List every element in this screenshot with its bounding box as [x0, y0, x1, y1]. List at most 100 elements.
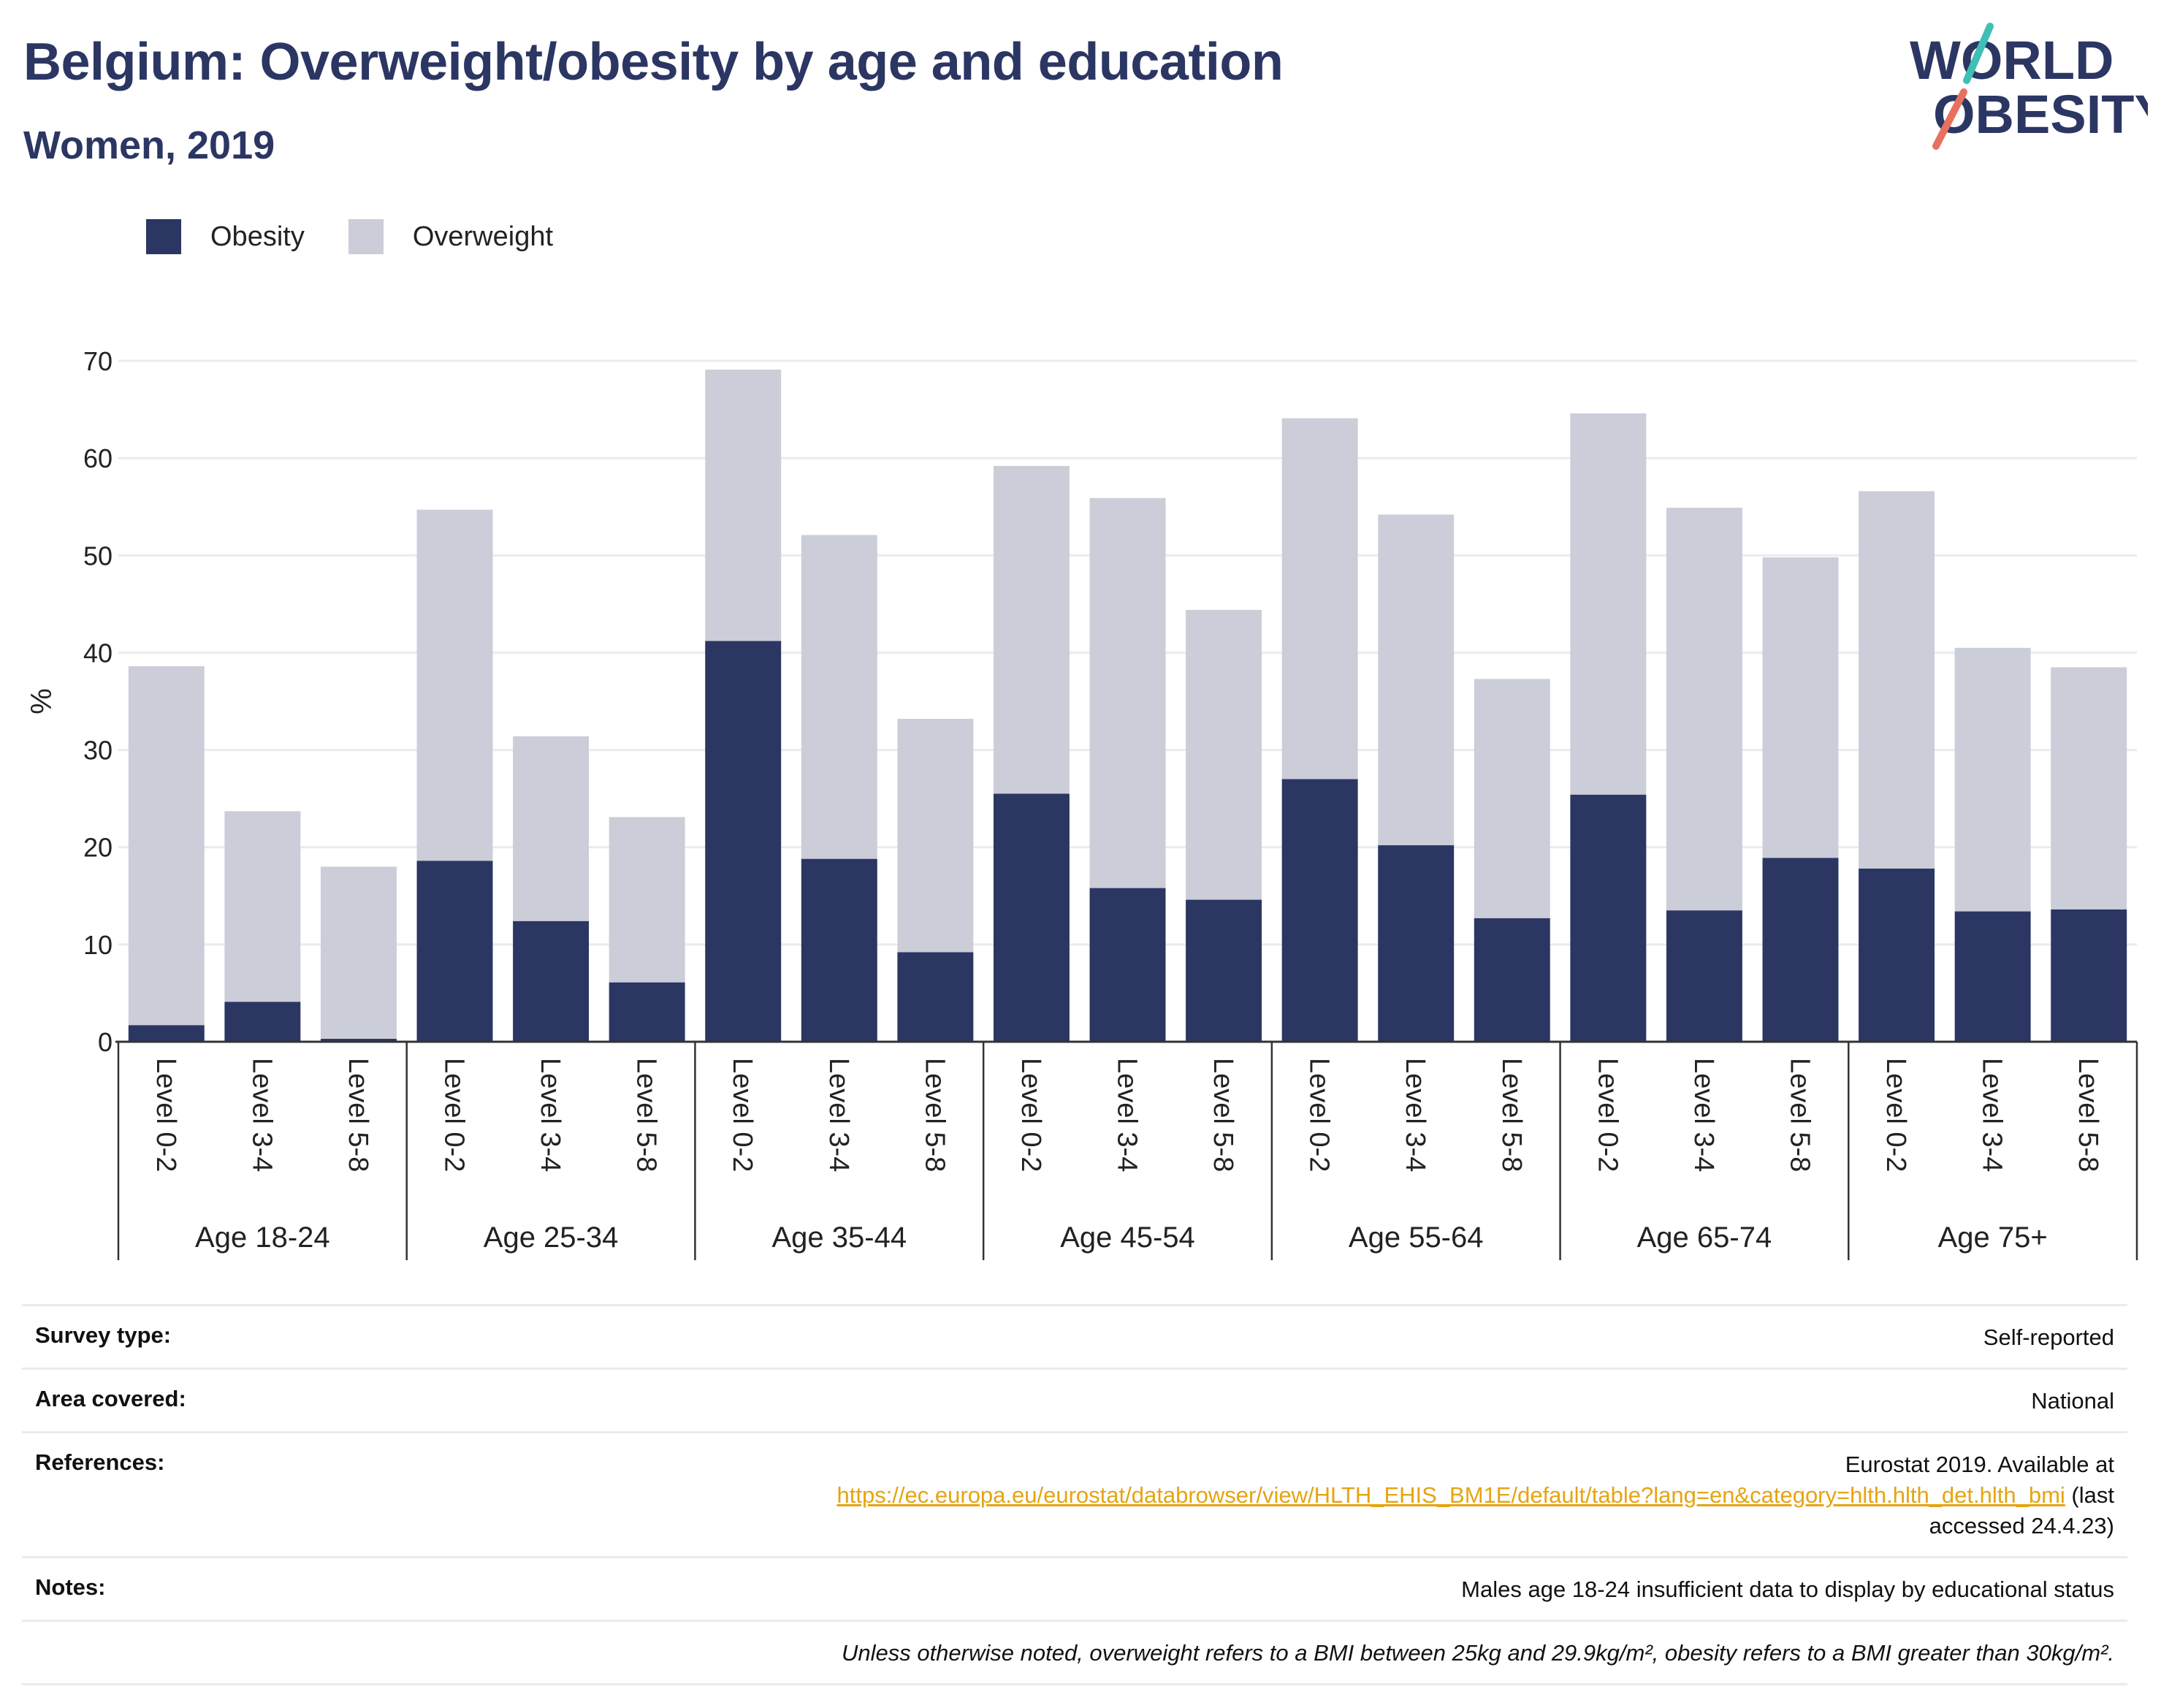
x-tick-label: Level 5-8	[343, 1058, 373, 1172]
group-label: Age 25-34	[484, 1221, 619, 1254]
bar-overweight	[1666, 508, 1742, 911]
info-row-notes: Notes: Males age 18-24 insufficient data…	[22, 1556, 2127, 1620]
group-label: Age 45-54	[1060, 1221, 1195, 1254]
x-tick-label: Level 0-2	[1880, 1058, 1911, 1172]
info-label-area-covered: Area covered:	[35, 1386, 186, 1411]
bar-overweight	[705, 369, 782, 641]
legend-item-overweight[interactable]: Overweight	[348, 219, 553, 254]
x-tick-label: Level 0-2	[1304, 1058, 1335, 1172]
info-row-area-covered: Area covered: National	[22, 1368, 2127, 1431]
x-tick-label: Level 0-2	[150, 1058, 181, 1172]
world-obesity-logo: WORLD OBESITY	[1910, 23, 2148, 150]
chart-title: Belgium: Overweight/obesity by age and e…	[23, 33, 1284, 91]
x-tick-label: Level 5-8	[1785, 1058, 1815, 1172]
bar-obesity	[2051, 909, 2127, 1042]
x-tick-label: Level 0-2	[727, 1058, 758, 1172]
x-tick-label: Level 0-2	[1015, 1058, 1046, 1172]
bar-obesity	[1474, 918, 1550, 1042]
bar-obesity	[609, 982, 685, 1042]
x-tick-label: Level 3-4	[1112, 1058, 1143, 1172]
axes: 0 10 20 30 40 50 60 70% Level 0-2 Level 3-4 Level …	[26, 346, 2138, 1260]
x-tick-label: Level 5-8	[2073, 1058, 2103, 1172]
chart-subtitle: Women, 2019	[23, 123, 275, 167]
info-value-definition: Unless otherwise noted, overweight refer…	[841, 1640, 2114, 1666]
group-label: Age 35-44	[771, 1221, 907, 1254]
legend-label-overweight: Overweight	[412, 221, 554, 252]
logo-text-obesity: OBESITY	[1933, 84, 2148, 145]
bars	[128, 369, 2127, 1042]
bar-obesity	[1666, 910, 1742, 1042]
bar-obesity	[1186, 899, 1262, 1042]
bar-obesity	[1762, 858, 1839, 1042]
y-tick-label: 0	[98, 1027, 113, 1057]
y-tick-label: 20	[83, 833, 113, 863]
x-tick-label: Level 0-2	[439, 1058, 470, 1172]
group-label: Age 55-64	[1349, 1221, 1484, 1254]
x-tick-label: Level 0-2	[1592, 1058, 1623, 1172]
info-value-area-covered: National	[2031, 1388, 2114, 1414]
group-label: Age 75+	[1938, 1221, 2048, 1254]
bar-overweight	[1281, 418, 1358, 779]
bar-overweight	[801, 535, 877, 859]
bar-overweight	[224, 811, 301, 1002]
y-tick-label: 50	[83, 541, 113, 571]
group-label: Age 18-24	[195, 1221, 330, 1254]
x-tick-label: Level 3-4	[246, 1058, 277, 1172]
bar-obesity	[993, 793, 1070, 1042]
bar-overweight	[1089, 497, 1166, 888]
bar-overweight	[416, 509, 493, 861]
legend-item-obesity[interactable]: Obesity	[146, 219, 305, 254]
y-tick-label: 70	[83, 346, 113, 376]
bar-obesity	[1859, 869, 1935, 1042]
bar-overweight	[1186, 609, 1262, 900]
bar-overweight	[1378, 514, 1455, 846]
x-tick-label: Level 5-8	[1496, 1058, 1527, 1172]
info-value-survey-type: Self-reported	[1983, 1324, 2114, 1350]
bar-obesity	[1378, 845, 1455, 1042]
info-value-references: Eurostat 2019. Available at https://ec.e…	[836, 1449, 2114, 1541]
y-axis-title: %	[26, 688, 58, 714]
bar-obesity	[224, 1002, 301, 1042]
bar-obesity	[1281, 779, 1358, 1042]
bar-overweight	[128, 666, 205, 1026]
info-table: Survey type: Self-reported Area covered:…	[22, 1304, 2127, 1685]
x-tick-label: Level 5-8	[919, 1058, 950, 1172]
logo-slash-teal	[1963, 23, 1994, 84]
bar-obesity	[1089, 888, 1166, 1042]
bar-overweight	[320, 866, 397, 1040]
info-value-notes: Males age 18-24 insufficient data to dis…	[1461, 1577, 2114, 1602]
x-tick-label: Level 3-4	[823, 1058, 854, 1172]
reference-link[interactable]: https://ec.europa.eu/eurostat/databrowse…	[836, 1482, 2065, 1508]
bar-overweight	[1859, 491, 1935, 869]
bar-obesity	[320, 1039, 397, 1042]
info-label-notes: Notes:	[35, 1574, 106, 1600]
bar-overweight	[513, 736, 590, 921]
legend-swatch-overweight	[348, 219, 384, 254]
bar-overweight	[1762, 557, 1839, 858]
logo-text-world: WORLD	[1910, 30, 2114, 91]
bar-overweight	[1954, 647, 2031, 912]
x-tick-label: Level 5-8	[631, 1058, 662, 1172]
group-label: Age 65-74	[1637, 1221, 1772, 1254]
y-tick-label: 40	[83, 638, 113, 668]
legend-swatch-obesity	[146, 219, 181, 254]
bar-obesity	[128, 1025, 205, 1042]
reference-text: Eurostat 2019. Available at	[1845, 1452, 2114, 1477]
y-tick-label: 30	[83, 736, 113, 766]
chart-legend: Obesity Overweight	[146, 216, 597, 257]
x-tick-label: Level 3-4	[1688, 1058, 1719, 1172]
stacked-bar-chart: 0 10 20 30 40 50 60 70% Level 0-2 Level 3-4 Level …	[26, 346, 2138, 1260]
logo-slash-coral	[1932, 88, 1967, 150]
bar-overweight	[1474, 679, 1550, 918]
x-tick-label: Level 3-4	[535, 1058, 565, 1172]
bar-obesity	[1570, 794, 1647, 1042]
x-tick-label: Level 5-8	[1208, 1058, 1238, 1172]
info-row-definition: Unless otherwise noted, overweight refer…	[22, 1620, 2127, 1685]
bar-overweight	[1570, 413, 1647, 795]
info-label-references: References:	[35, 1449, 165, 1475]
bar-obesity	[1954, 911, 2031, 1042]
y-tick-label: 10	[83, 930, 113, 960]
reference-accessed-date: accessed 24.4.23)	[1929, 1513, 2114, 1539]
bar-overweight	[897, 718, 974, 953]
reference-text-after-link: (last	[2065, 1482, 2114, 1508]
